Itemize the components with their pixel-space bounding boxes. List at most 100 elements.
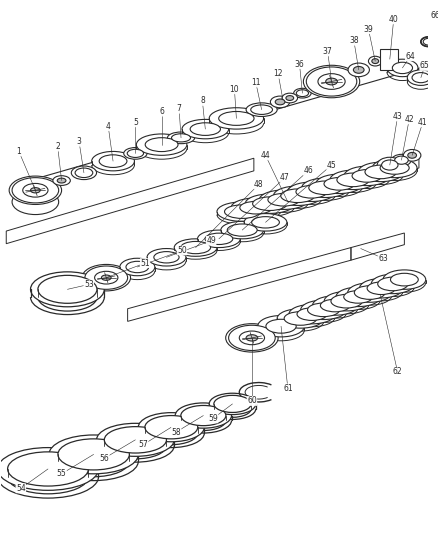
Ellipse shape bbox=[251, 216, 279, 228]
Ellipse shape bbox=[145, 416, 197, 439]
Ellipse shape bbox=[323, 177, 353, 190]
Text: 41: 41 bbox=[417, 118, 427, 127]
Ellipse shape bbox=[329, 170, 375, 190]
Ellipse shape bbox=[224, 205, 259, 219]
Ellipse shape bbox=[197, 230, 240, 247]
Ellipse shape bbox=[407, 152, 416, 158]
Ellipse shape bbox=[273, 186, 321, 205]
Ellipse shape bbox=[120, 259, 155, 276]
Text: 12: 12 bbox=[273, 69, 282, 78]
Ellipse shape bbox=[343, 290, 372, 303]
Ellipse shape bbox=[182, 119, 228, 139]
Text: 3: 3 bbox=[77, 137, 81, 146]
Ellipse shape bbox=[406, 70, 434, 85]
Ellipse shape bbox=[357, 162, 403, 182]
Ellipse shape bbox=[0, 448, 98, 490]
Ellipse shape bbox=[209, 393, 255, 415]
Ellipse shape bbox=[312, 296, 357, 315]
Ellipse shape bbox=[85, 266, 127, 289]
Text: 36: 36 bbox=[294, 60, 304, 69]
Ellipse shape bbox=[324, 292, 368, 311]
Text: 63: 63 bbox=[377, 254, 387, 263]
Text: 60: 60 bbox=[247, 397, 256, 406]
Ellipse shape bbox=[246, 103, 276, 117]
Text: 62: 62 bbox=[392, 367, 402, 376]
Ellipse shape bbox=[389, 273, 417, 286]
Ellipse shape bbox=[371, 59, 378, 63]
FancyBboxPatch shape bbox=[379, 49, 397, 70]
Text: 10: 10 bbox=[229, 85, 239, 94]
Ellipse shape bbox=[124, 148, 147, 159]
Text: 50: 50 bbox=[177, 246, 187, 255]
Ellipse shape bbox=[367, 56, 381, 66]
Ellipse shape bbox=[371, 158, 416, 177]
Ellipse shape bbox=[57, 178, 66, 183]
Ellipse shape bbox=[386, 59, 417, 77]
Text: 49: 49 bbox=[206, 236, 215, 245]
Ellipse shape bbox=[308, 181, 341, 195]
Text: 43: 43 bbox=[392, 112, 402, 121]
Ellipse shape bbox=[267, 193, 299, 206]
Ellipse shape bbox=[126, 261, 148, 273]
Ellipse shape bbox=[12, 177, 59, 203]
Text: 65: 65 bbox=[419, 61, 429, 70]
Text: 42: 42 bbox=[403, 115, 413, 124]
Ellipse shape bbox=[296, 90, 308, 96]
Ellipse shape bbox=[306, 67, 356, 96]
Ellipse shape bbox=[293, 88, 311, 98]
Ellipse shape bbox=[138, 413, 204, 442]
Ellipse shape bbox=[366, 282, 395, 295]
Ellipse shape bbox=[336, 173, 368, 187]
Ellipse shape bbox=[227, 224, 257, 236]
Ellipse shape bbox=[330, 294, 361, 308]
Text: 53: 53 bbox=[84, 280, 93, 289]
Ellipse shape bbox=[259, 190, 307, 209]
Ellipse shape bbox=[82, 264, 130, 291]
Ellipse shape bbox=[101, 275, 111, 280]
Text: 61: 61 bbox=[283, 384, 292, 393]
Text: 59: 59 bbox=[208, 414, 217, 423]
Ellipse shape bbox=[171, 134, 190, 142]
Text: 40: 40 bbox=[388, 15, 398, 24]
Ellipse shape bbox=[359, 279, 402, 298]
Ellipse shape bbox=[228, 325, 275, 351]
Ellipse shape bbox=[276, 309, 323, 328]
Ellipse shape bbox=[95, 271, 118, 284]
Ellipse shape bbox=[403, 149, 420, 161]
Ellipse shape bbox=[49, 435, 138, 474]
Text: 8: 8 bbox=[200, 96, 204, 106]
Ellipse shape bbox=[353, 67, 363, 73]
Ellipse shape bbox=[297, 308, 326, 320]
Ellipse shape bbox=[392, 62, 412, 74]
Ellipse shape bbox=[376, 157, 402, 173]
Ellipse shape bbox=[205, 233, 232, 245]
Ellipse shape bbox=[96, 423, 174, 456]
Text: 7: 7 bbox=[176, 104, 181, 113]
Ellipse shape bbox=[317, 74, 344, 90]
Ellipse shape bbox=[371, 274, 413, 294]
Ellipse shape bbox=[23, 183, 48, 197]
Text: 5: 5 bbox=[133, 118, 138, 127]
Text: 66: 66 bbox=[430, 11, 438, 20]
Text: 4: 4 bbox=[106, 122, 110, 131]
Ellipse shape bbox=[382, 270, 425, 289]
Text: 38: 38 bbox=[348, 36, 358, 45]
Ellipse shape bbox=[167, 132, 194, 144]
Ellipse shape bbox=[145, 138, 178, 151]
Text: 46: 46 bbox=[303, 166, 312, 175]
Ellipse shape bbox=[230, 198, 280, 217]
Ellipse shape bbox=[147, 248, 185, 266]
Ellipse shape bbox=[420, 37, 435, 46]
Ellipse shape bbox=[301, 178, 348, 198]
Ellipse shape bbox=[347, 283, 391, 302]
Ellipse shape bbox=[175, 403, 231, 428]
Ellipse shape bbox=[287, 182, 335, 201]
Ellipse shape bbox=[364, 165, 396, 179]
Ellipse shape bbox=[71, 166, 96, 180]
Ellipse shape bbox=[270, 96, 289, 108]
Ellipse shape bbox=[244, 214, 286, 231]
Ellipse shape bbox=[275, 99, 284, 105]
Ellipse shape bbox=[283, 312, 316, 325]
Ellipse shape bbox=[180, 406, 226, 426]
Ellipse shape bbox=[246, 335, 257, 341]
